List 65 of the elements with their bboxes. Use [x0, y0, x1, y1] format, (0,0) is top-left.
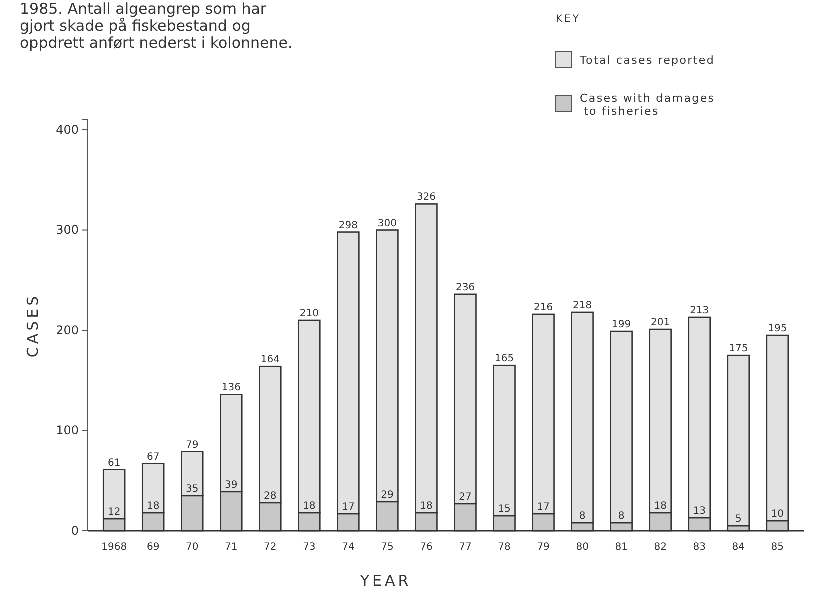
total-label: 195 [768, 324, 788, 335]
data-label: 17 [537, 502, 550, 513]
data-label: 15 [498, 504, 511, 515]
x-axis-title: YEAR [359, 572, 412, 590]
x-tick-label: 75 [381, 542, 394, 554]
total-label: 236 [456, 282, 476, 294]
total-label: 326 [416, 192, 436, 204]
legend-title: KEY [556, 14, 581, 25]
x-tick-label: 85 [771, 542, 784, 554]
x-tick-label: 76 [420, 542, 433, 554]
data-label: 35 [186, 484, 199, 495]
x-tick-label: 1968 [102, 542, 128, 554]
total-label: 199 [612, 320, 632, 331]
total-label: 164 [260, 354, 280, 366]
data-label: 12 [108, 506, 121, 518]
total-label: 175 [729, 344, 748, 355]
x-tick-label: 82 [654, 542, 667, 554]
x-tick-label: 69 [146, 542, 160, 554]
total-label: 61 [108, 458, 121, 469]
total-label: 210 [300, 308, 319, 320]
x-tick-label: 72 [264, 542, 277, 554]
data-label: 5 [735, 514, 742, 525]
total-label: 201 [651, 318, 670, 329]
chart-title: 1985. Antall algeangrep som har gjort skade på fiskebestand og oppdrett anført nederst i kolonnene. [20, 0, 293, 52]
x-tick-label: 78 [498, 542, 511, 554]
x-tick-label: 81 [615, 542, 628, 554]
data-label: 27 [459, 492, 472, 503]
y-tick-label: 400 [56, 122, 79, 137]
x-tick-label: 71 [225, 542, 238, 554]
data-label: 8 [618, 510, 625, 522]
y-tick-label: 300 [56, 223, 79, 238]
data-label: 17 [342, 502, 355, 513]
data-label: 18 [146, 500, 160, 512]
total-label: 298 [338, 220, 358, 232]
x-tick-label: 74 [342, 542, 355, 554]
x-tick-label: 84 [732, 542, 746, 554]
y-tick-label: 100 [56, 424, 79, 438]
data-label: 18 [303, 500, 316, 512]
x-tick-label: 77 [459, 542, 472, 554]
data-label: 39 [225, 480, 238, 491]
total-label: 136 [222, 382, 241, 394]
data-label: 13 [693, 506, 706, 517]
x-tick-label: 80 [576, 542, 589, 554]
x-tick-label: 70 [186, 542, 199, 554]
x-tick-label: 79 [537, 542, 550, 554]
legend-label: Cases with damages to fisheries [580, 92, 716, 118]
y-axis-title: CASES [24, 293, 42, 358]
total-label: 165 [494, 354, 514, 365]
total-label: 67 [146, 452, 160, 463]
data-label: 28 [264, 490, 277, 502]
data-label: 10 [771, 508, 784, 520]
total-label: 216 [534, 302, 554, 314]
total-label: 213 [690, 305, 710, 316]
total-label: 79 [186, 440, 199, 451]
x-tick-label: 83 [693, 542, 706, 554]
data-label: 18 [420, 500, 433, 512]
y-tick-label: 0 [71, 524, 79, 538]
total-label: 300 [378, 218, 398, 230]
total-label: 218 [573, 300, 592, 312]
data-label: 8 [579, 510, 586, 522]
data-label: 18 [654, 500, 667, 512]
data-label: 29 [381, 490, 394, 501]
y-tick-label: 200 [56, 323, 79, 338]
x-tick-label: 73 [303, 542, 316, 554]
legend-label: Total cases reported [579, 54, 716, 67]
